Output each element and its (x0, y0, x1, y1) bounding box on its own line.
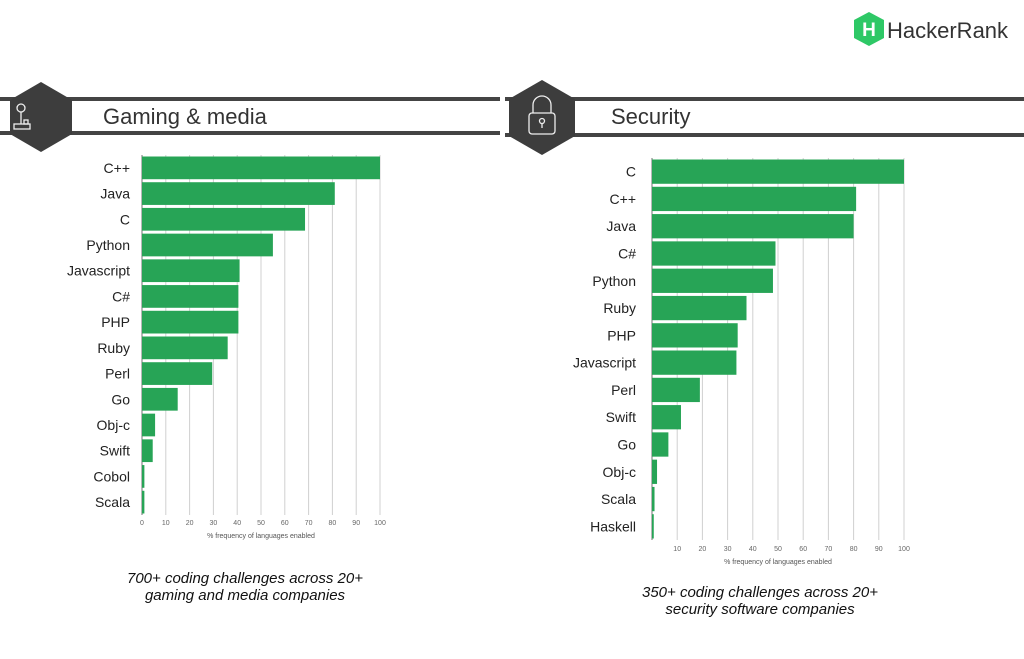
caption-line: 700+ coding challenges across 20+ (126, 570, 363, 587)
category-label: Go (111, 391, 130, 407)
bar-ruby (142, 336, 228, 360)
bar-perl (652, 377, 700, 403)
bar-c++ (142, 156, 380, 180)
category-label: C (120, 211, 130, 227)
tick-label: 70 (825, 546, 833, 553)
tick-label: 70 (305, 520, 313, 527)
logo-mark: H (862, 20, 876, 41)
category-label: Python (86, 237, 130, 253)
logo-hexagon-icon (854, 12, 884, 46)
bar-ruby (652, 295, 747, 321)
bar-swift (142, 439, 153, 463)
bar-scala (652, 486, 655, 512)
bar-perl (142, 362, 213, 385)
tick-label: 10 (673, 546, 681, 553)
bar-obj-c (652, 459, 658, 484)
category-label: Java (100, 186, 130, 202)
tick-label: 50 (774, 546, 782, 553)
tick-label: 0 (140, 520, 144, 527)
tick-label: 30 (210, 520, 218, 527)
tick-label: 90 (352, 520, 360, 527)
tick-label: 50 (257, 520, 265, 527)
security-header: Security (505, 80, 1024, 155)
bar-php (142, 310, 239, 334)
tick-label: 40 (749, 546, 757, 553)
bar-c (142, 207, 306, 231)
tick-label: 60 (281, 520, 289, 527)
category-label: C (626, 164, 636, 180)
section-title: Gaming & media (103, 104, 268, 129)
bar-swift (652, 405, 681, 430)
caption-line: gaming and media companies (144, 587, 346, 604)
tick-label: 20 (699, 546, 707, 553)
caption-line: security software companies (665, 601, 855, 618)
category-label: Ruby (97, 340, 130, 356)
tick-label: 80 (850, 546, 858, 553)
category-label: Scala (601, 491, 636, 507)
bar-python (652, 268, 773, 293)
category-label: Haskell (590, 518, 636, 534)
tick-label: 90 (875, 546, 883, 553)
bar-scala (142, 490, 145, 514)
bar-java (652, 214, 854, 239)
bar-c (652, 159, 904, 184)
tick-label: 60 (799, 546, 807, 553)
header-hexagon (509, 80, 575, 155)
category-label: Python (592, 273, 636, 289)
bar-haskell (652, 514, 654, 539)
section-title: Security (611, 104, 690, 129)
bar-cobol (142, 465, 145, 488)
bar-c# (652, 241, 776, 266)
category-label: Go (617, 437, 636, 453)
bar-javascript (142, 259, 240, 283)
category-label: Perl (611, 382, 636, 398)
category-label: PHP (607, 327, 636, 343)
caption-security: 350+ coding challenges across 20+ securi… (610, 584, 910, 618)
bar-php (652, 323, 738, 348)
category-label: C# (112, 288, 130, 304)
joystick-icon (13, 103, 31, 130)
bar-javascript (652, 350, 737, 375)
category-label: Perl (105, 366, 130, 382)
gaming-header: Gaming & media (0, 82, 500, 152)
tick-label: 40 (233, 520, 241, 527)
category-label: Javascript (67, 263, 130, 279)
category-label: Scala (95, 494, 130, 510)
bar-python (142, 233, 273, 257)
category-label: C# (618, 246, 636, 262)
tick-label: 100 (898, 546, 910, 553)
caption-gaming: 700+ coding challenges across 20+ gaming… (95, 570, 395, 604)
category-label: Cobol (93, 468, 130, 484)
bar-obj-c (142, 413, 156, 437)
logo-text: HackerRank (887, 18, 1009, 43)
category-label: C++ (104, 160, 130, 176)
bar-go (142, 387, 178, 411)
tick-label: 10 (162, 520, 170, 527)
tick-label: 20 (186, 520, 194, 527)
category-label: Java (606, 218, 636, 234)
bar-java (142, 182, 335, 205)
tick-label: 100 (374, 520, 386, 527)
category-label: Obj-c (97, 417, 130, 433)
category-label: Swift (606, 409, 636, 425)
tick-label: 30 (724, 546, 732, 553)
hackerrank-logo: H HackerRank (854, 12, 1009, 46)
tick-label: 80 (329, 520, 337, 527)
header-hexagon (10, 82, 72, 152)
caption-line: 350+ coding challenges across 20+ (641, 584, 878, 601)
bar-c++ (652, 186, 857, 212)
bar-c# (142, 285, 239, 308)
category-label: Swift (100, 443, 130, 459)
category-label: C++ (610, 191, 636, 207)
bar-go (652, 432, 669, 457)
category-label: Obj-c (603, 464, 636, 480)
category-label: Ruby (603, 300, 636, 316)
padlock-icon (528, 95, 556, 135)
category-label: PHP (101, 314, 130, 330)
category-label: Javascript (573, 355, 636, 371)
x-axis-title: % frequency of languages enabled (207, 533, 315, 540)
x-axis-title: % frequency of languages enabled (724, 559, 832, 566)
